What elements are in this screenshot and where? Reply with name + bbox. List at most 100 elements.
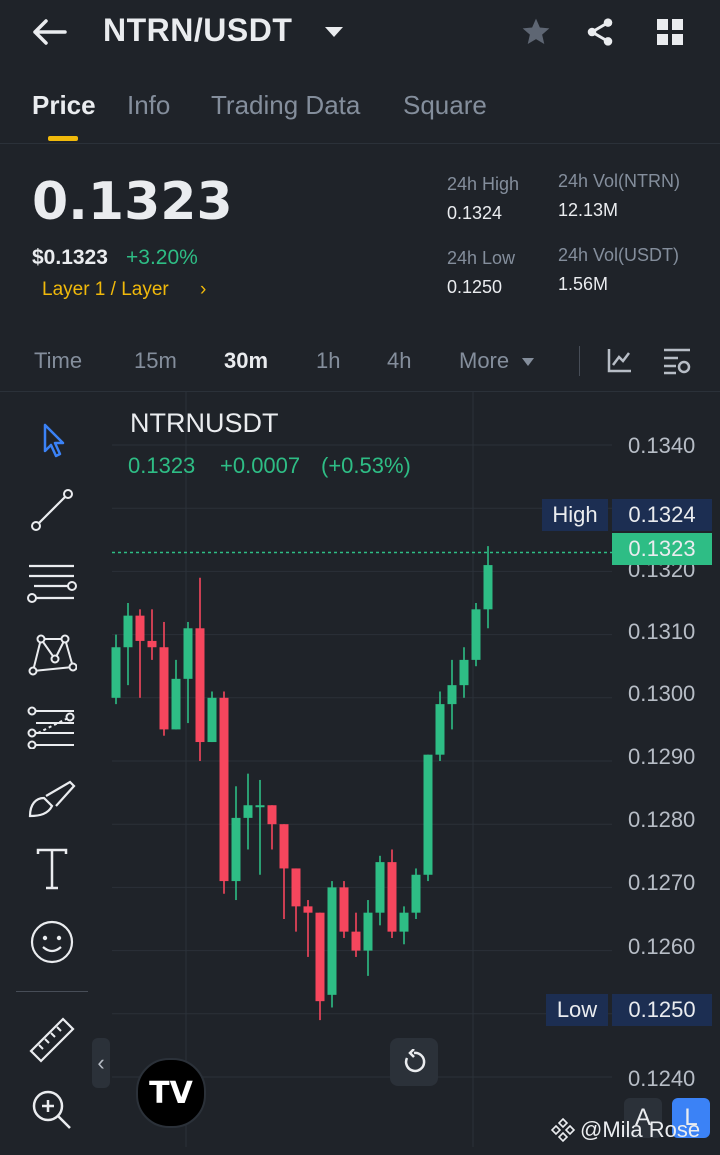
candle (303, 906, 313, 913)
y-tick: 0.1270 (628, 870, 696, 895)
candle (291, 868, 301, 907)
candle (435, 704, 445, 755)
fib-icon[interactable] (26, 700, 78, 752)
text-icon[interactable] (26, 844, 78, 896)
y-tick: 0.1290 (628, 744, 696, 769)
last-price-tag: 0.1323 (612, 533, 712, 565)
candle (207, 697, 217, 743)
y-tick: 0.1280 (628, 807, 696, 832)
tab-price[interactable]: Price (32, 90, 96, 120)
binance-logo-icon (550, 1117, 576, 1143)
candle (219, 697, 229, 882)
candle (255, 805, 265, 808)
candle (195, 628, 205, 743)
usd-price: $0.1323 (32, 246, 108, 269)
watermark-text: @Mila Rose (580, 1117, 701, 1142)
trend-line-icon[interactable] (26, 484, 78, 536)
pair-title[interactable]: NTRN/USDT (103, 12, 293, 48)
interval-15m[interactable]: 15m (134, 348, 177, 373)
chart-settings-icon[interactable] (662, 346, 692, 381)
brush-icon[interactable] (26, 772, 78, 824)
y-tick: 0.1240 (628, 1066, 696, 1091)
candle (267, 805, 277, 825)
candle (351, 931, 361, 951)
divider (0, 391, 720, 392)
high-tag-label: High (542, 499, 608, 531)
change-percent: +3.20% (126, 246, 198, 269)
candle (279, 824, 289, 869)
chart-last: 0.1323 (128, 453, 196, 478)
divider (579, 346, 580, 376)
interval-4h[interactable]: 4h (387, 348, 412, 373)
candle (363, 912, 373, 951)
auto-scale-button[interactable]: A (624, 1098, 662, 1138)
tradingview-logo[interactable]: TV (136, 1058, 206, 1128)
candle (135, 615, 145, 641)
y-tick: 0.1300 (628, 681, 696, 706)
candle (315, 912, 325, 1002)
log-scale-button[interactable]: L (672, 1098, 710, 1138)
chart-symbol: NTRNUSDT (130, 408, 279, 438)
candle (459, 659, 469, 686)
candle (243, 805, 253, 818)
y-tick: 0.1260 (628, 934, 696, 959)
share-icon[interactable] (580, 12, 620, 52)
zoom-icon[interactable] (26, 1084, 78, 1136)
divider (0, 143, 720, 144)
high-tag-value: 0.1324 (612, 499, 712, 531)
horizontal-lines-icon[interactable] (26, 556, 78, 608)
emoji-icon[interactable] (26, 916, 78, 968)
ruler-icon[interactable] (26, 1014, 78, 1066)
indicator-icon[interactable] (606, 346, 634, 379)
candle (375, 862, 385, 913)
candle (399, 912, 409, 932)
vol-base-label: 24h Vol(NTRN) (558, 171, 681, 191)
divider (16, 991, 88, 992)
vol-base-value: 12.13M (558, 200, 619, 220)
candle (483, 565, 493, 610)
chart-change: +0.0007 (220, 453, 301, 478)
candle (111, 647, 121, 698)
caret-down-icon[interactable] (322, 20, 346, 44)
chart-change-pct: (+0.53%) (321, 453, 411, 478)
star-icon[interactable] (516, 12, 556, 52)
high-value: 0.1324 (447, 203, 503, 223)
candle (327, 887, 337, 995)
interval-time[interactable]: Time (34, 348, 83, 373)
tab-trading-data[interactable]: Trading Data (211, 90, 361, 120)
low-tag-value: 0.1250 (612, 994, 712, 1026)
interval-more[interactable]: More (459, 348, 510, 373)
candle (147, 640, 157, 648)
interval-30m[interactable]: 30m (224, 348, 269, 373)
arrow-left-icon[interactable] (30, 12, 70, 52)
y-tick: 0.1310 (628, 619, 696, 644)
active-tab-indicator (48, 136, 78, 141)
reset-chart-button[interactable] (390, 1038, 438, 1086)
candle (123, 615, 133, 648)
watermark: @Mila Rose (550, 1117, 700, 1143)
last-price: 0.1323 (32, 172, 233, 232)
chevron-right-icon[interactable]: › (200, 279, 207, 300)
category-link[interactable]: Layer 1 / Layer (42, 279, 169, 300)
vol-quote-label: 24h Vol(USDT) (558, 245, 680, 265)
low-tag-label: Low (546, 994, 608, 1026)
candle (387, 862, 397, 932)
y-tick: 0.1340 (628, 433, 696, 458)
caret-down-icon[interactable] (521, 354, 535, 372)
collapse-toolbar-button[interactable]: ‹ (92, 1038, 110, 1088)
candle (423, 754, 433, 875)
candle (471, 609, 481, 660)
high-label: 24h High (447, 174, 520, 194)
interval-1h[interactable]: 1h (316, 348, 341, 373)
grid-icon[interactable] (650, 12, 690, 52)
candlestick-chart[interactable] (0, 392, 720, 1155)
low-label: 24h Low (447, 248, 516, 268)
low-value: 0.1250 (447, 277, 503, 297)
tab-info[interactable]: Info (127, 90, 171, 120)
pattern-icon[interactable] (26, 628, 78, 680)
cursor-icon[interactable] (26, 414, 78, 466)
vol-quote-value: 1.56M (558, 274, 609, 294)
reset-icon (404, 1049, 426, 1073)
tab-square[interactable]: Square (403, 90, 487, 120)
candle (339, 887, 349, 932)
